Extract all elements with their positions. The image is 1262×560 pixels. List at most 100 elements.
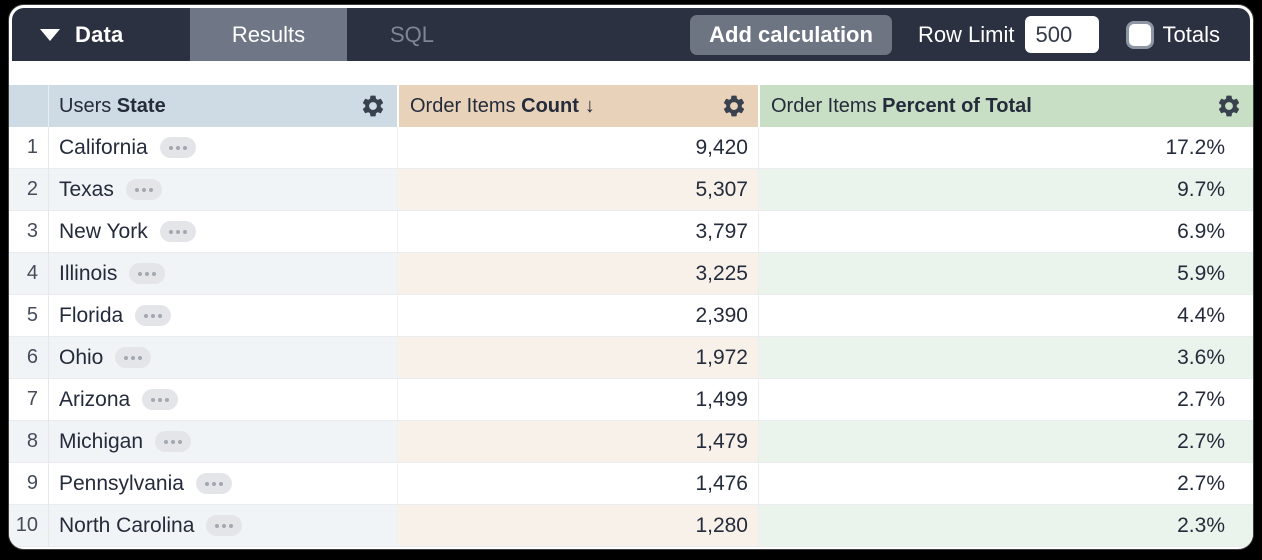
cell-percent-of-total[interactable]: 3.6%	[758, 337, 1253, 379]
gear-icon	[1218, 95, 1240, 117]
state-value: Florida	[59, 303, 124, 327]
toolbar-right-group: Add calculation Row Limit Totals	[690, 8, 1250, 61]
column-view-label: Users	[59, 94, 117, 117]
column-header-users-state[interactable]: Users State	[49, 85, 397, 127]
column-field-label: State	[116, 94, 166, 117]
table-row: 1 California 9,420 17.2%	[9, 127, 1253, 169]
table-row: 4 Illinois 3,225 5.9%	[9, 253, 1253, 295]
dot	[175, 145, 180, 150]
cell-actions-ellipsis-icon[interactable]	[206, 515, 243, 536]
cell-percent-of-total[interactable]: 6.9%	[758, 211, 1253, 253]
dot	[124, 355, 129, 360]
cell-order-items-count[interactable]: 1,499	[397, 379, 758, 421]
cell-percent-of-total[interactable]: 2.7%	[758, 421, 1253, 463]
cell-order-items-count[interactable]: 1,972	[397, 337, 758, 379]
tab-sql[interactable]: SQL	[389, 21, 435, 47]
cell-users-state[interactable]: Florida	[49, 295, 397, 337]
cell-users-state[interactable]: Arizona	[49, 379, 397, 421]
state-value: Michigan	[59, 429, 144, 453]
cell-actions-ellipsis-icon[interactable]	[155, 431, 192, 452]
column-view-label: Order Items	[410, 94, 522, 117]
cell-users-state[interactable]: New York	[49, 211, 397, 253]
data-section-toggle[interactable]: Data	[12, 8, 190, 61]
cell-order-items-count[interactable]: 9,420	[397, 127, 758, 169]
column-header-order-items-count[interactable]: Order Items Count ↓	[397, 85, 758, 127]
cell-order-items-count[interactable]: 3,797	[397, 211, 758, 253]
cell-percent-of-total[interactable]: 2.7%	[758, 379, 1253, 421]
row-number: 1	[9, 127, 49, 169]
table-body: 1 California 9,420 17.2% 2 Texas 5,307 9.7% 3 New…	[9, 127, 1253, 547]
table-row: 3 New York 3,797 6.9%	[9, 211, 1253, 253]
cell-order-items-count[interactable]: 2,390	[397, 295, 758, 337]
cell-users-state[interactable]: Ohio	[49, 337, 397, 379]
cell-order-items-count[interactable]: 1,476	[397, 463, 758, 505]
tab-results[interactable]: Results	[190, 8, 347, 61]
row-limit-input[interactable]	[1024, 16, 1099, 53]
table-row: 7 Arizona 1,499 2.7%	[9, 379, 1253, 421]
data-toolbar: Data Results SQL Add calculation Row Lim…	[12, 8, 1250, 61]
column-field-label: Percent of Total	[882, 94, 1032, 117]
dot	[141, 187, 146, 192]
cell-actions-ellipsis-icon[interactable]	[125, 179, 162, 200]
toolbar-table-gap	[9, 61, 1253, 85]
add-calculation-button[interactable]: Add calculation	[690, 14, 892, 55]
row-limit-label: Row Limit	[917, 21, 1015, 47]
cell-actions-ellipsis-icon[interactable]	[159, 137, 196, 158]
row-number: 6	[9, 337, 49, 379]
cell-users-state[interactable]: Michigan	[49, 421, 397, 463]
dot	[158, 397, 163, 402]
cell-percent-of-total[interactable]: 2.3%	[758, 505, 1253, 547]
dot	[218, 481, 223, 486]
cell-actions-ellipsis-icon[interactable]	[142, 389, 179, 410]
cell-actions-ellipsis-icon[interactable]	[159, 221, 196, 242]
dot	[175, 229, 180, 234]
sort-desc-icon: ↓	[584, 94, 595, 117]
cell-actions-ellipsis-icon[interactable]	[195, 473, 232, 494]
state-value: Texas	[59, 177, 114, 201]
row-number: 4	[9, 253, 49, 295]
cell-users-state[interactable]: North Carolina	[49, 505, 397, 547]
cell-users-state[interactable]: Texas	[49, 169, 397, 211]
state-value: Illinois	[59, 261, 118, 285]
cell-order-items-count[interactable]: 1,280	[397, 505, 758, 547]
dot	[158, 313, 163, 318]
dot	[131, 355, 136, 360]
row-number: 7	[9, 379, 49, 421]
totals-checkbox[interactable]	[1128, 23, 1151, 46]
cell-order-items-count[interactable]: 1,479	[397, 421, 758, 463]
gear-icon	[723, 95, 745, 117]
dot	[138, 355, 143, 360]
chevron-down-icon	[40, 28, 60, 41]
cell-users-state[interactable]: Pennsylvania	[49, 463, 397, 505]
cell-actions-ellipsis-icon[interactable]	[115, 347, 152, 368]
row-number: 9	[9, 463, 49, 505]
column-header-percent-of-total[interactable]: Order Items Percent of Total	[758, 85, 1253, 127]
cell-users-state[interactable]: California	[49, 127, 397, 169]
cell-actions-ellipsis-icon[interactable]	[129, 263, 166, 284]
row-number: 10	[9, 505, 49, 547]
column-gear-button[interactable]	[359, 92, 387, 120]
column-gear-button[interactable]	[720, 92, 748, 120]
data-section-label: Data	[75, 21, 124, 47]
state-value: New York	[59, 219, 148, 243]
cell-order-items-count[interactable]: 5,307	[397, 169, 758, 211]
cell-percent-of-total[interactable]: 17.2%	[758, 127, 1253, 169]
cell-percent-of-total[interactable]: 4.4%	[758, 295, 1253, 337]
cell-percent-of-total[interactable]: 9.7%	[758, 169, 1253, 211]
table-header-row: Users State Order Items Count ↓ Order It…	[9, 85, 1253, 127]
dot	[151, 313, 156, 318]
cell-actions-ellipsis-icon[interactable]	[135, 305, 172, 326]
cell-order-items-count[interactable]: 3,225	[397, 253, 758, 295]
table-row: 10 North Carolina 1,280 2.3%	[9, 505, 1253, 547]
column-field-label: Count	[521, 94, 579, 117]
cell-percent-of-total[interactable]: 2.7%	[758, 463, 1253, 505]
dot	[144, 313, 149, 318]
cell-percent-of-total[interactable]: 5.9%	[758, 253, 1253, 295]
dot	[182, 229, 187, 234]
column-gear-button[interactable]	[1215, 92, 1243, 120]
explore-data-panel: Data Results SQL Add calculation Row Lim…	[8, 4, 1254, 550]
column-view-label: Order Items	[771, 94, 883, 117]
dot	[215, 523, 220, 528]
results-table: Users State Order Items Count ↓ Order It…	[9, 85, 1253, 547]
cell-users-state[interactable]: Illinois	[49, 253, 397, 295]
